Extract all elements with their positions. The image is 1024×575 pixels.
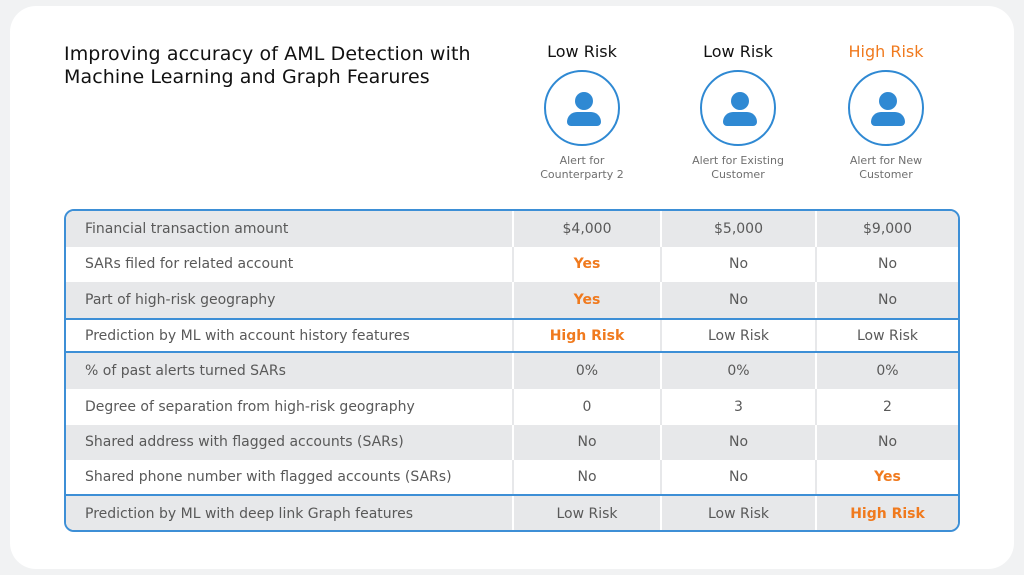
table-cell: 3 (662, 388, 817, 425)
risk-label: High Risk (848, 42, 924, 61)
column-header-3: High Risk Alert for New Customer (806, 40, 966, 182)
table-cell: 0% (514, 353, 662, 389)
table-cell: Low Risk (514, 495, 662, 530)
table-cell: High Risk (514, 319, 662, 352)
table-cell: Low Risk (662, 495, 817, 530)
ml-prediction-row: Prediction by ML with account history fe… (66, 317, 958, 354)
column-caption: Alert for New Customer (806, 154, 966, 182)
column-caption: Alert for Existing Customer (658, 154, 818, 182)
table-cell: No (662, 246, 817, 283)
risk-label: Low Risk (703, 42, 773, 61)
table-cell: No (877, 256, 898, 273)
table-cell: No (877, 291, 898, 308)
table-row: Shared address with flagged accounts (SA… (66, 424, 958, 461)
table-cell: 2 (883, 398, 892, 415)
row-label: Shared address with flagged accounts (SA… (66, 424, 514, 461)
column-header-1: Low Risk Alert for Counterparty 2 (502, 40, 662, 182)
caption-line: Customer (711, 168, 765, 181)
column-caption: Alert for Counterparty 2 (502, 154, 662, 182)
table-cell: Yes (514, 246, 662, 283)
table-cell: No (514, 424, 662, 461)
table-cell: 0% (876, 363, 899, 380)
table-cell: No (662, 460, 817, 494)
column-header-2: Low Risk Alert for Existing Customer (658, 40, 818, 182)
caption-line: Alert for (559, 154, 605, 167)
risk-label: Low Risk (547, 42, 617, 61)
table-cell: 0% (662, 353, 817, 389)
table-cell: $4,000 (514, 211, 662, 247)
comparison-table: Financial transaction amount $4,000 $5,0… (64, 209, 960, 532)
table-cell: Yes (514, 282, 662, 318)
row-label: % of past alerts turned SARs (66, 353, 514, 389)
table-cell: Low Risk (856, 327, 919, 344)
table-row: Degree of separation from high-risk geog… (66, 388, 958, 425)
row-label: Part of high-risk geography (66, 282, 514, 318)
row-label: Financial transaction amount (66, 211, 514, 247)
caption-line: Customer (859, 168, 913, 181)
row-label: Prediction by ML with deep link Graph fe… (66, 495, 514, 530)
table-cell: No (514, 460, 662, 494)
table-row: SARs filed for related account Yes No No (66, 246, 958, 283)
table-cell: 0 (514, 388, 662, 425)
table-row: Shared phone number with flagged account… (66, 460, 958, 496)
page-title: Improving accuracy of AML Detection with… (64, 43, 471, 88)
table-row: Financial transaction amount $4,000 $5,0… (66, 211, 958, 247)
table-cell: No (662, 424, 817, 461)
table-row: Part of high-risk geography Yes No No (66, 282, 958, 318)
row-label: SARs filed for related account (66, 246, 514, 283)
caption-line: Alert for New (849, 154, 923, 167)
table-cell: $5,000 (662, 211, 817, 247)
row-label: Degree of separation from high-risk geog… (66, 388, 514, 425)
person-icon (848, 70, 924, 146)
table-cell: No (662, 282, 817, 318)
table-cell: High Risk (850, 505, 925, 522)
table-row: % of past alerts turned SARs 0% 0% 0% (66, 353, 958, 389)
person-icon (544, 70, 620, 146)
table-cell: Low Risk (662, 319, 817, 352)
table-cell: $9,000 (863, 220, 912, 237)
caption-line: Counterparty 2 (540, 168, 624, 181)
caption-line: Alert for Existing (692, 154, 784, 167)
table-cell: No (877, 434, 898, 451)
graph-prediction-row: Prediction by ML with deep link Graph fe… (66, 495, 958, 530)
person-icon (700, 70, 776, 146)
row-label: Shared phone number with flagged account… (66, 460, 514, 494)
table-cell: Yes (874, 468, 901, 485)
row-label: Prediction by ML with account history fe… (66, 319, 514, 352)
